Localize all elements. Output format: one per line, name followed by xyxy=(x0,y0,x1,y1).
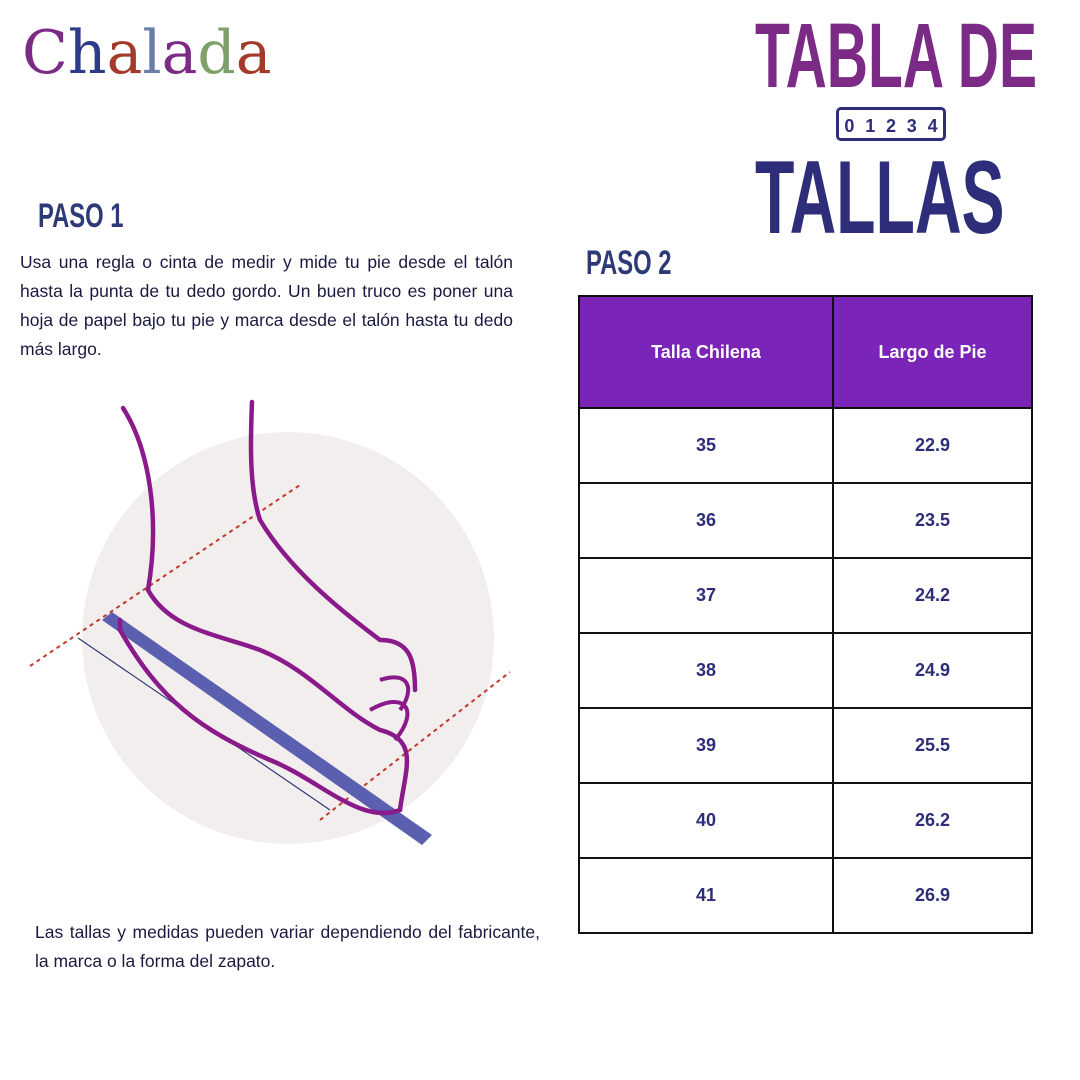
ruler-digit: 4 xyxy=(927,116,938,136)
logo-letter: d xyxy=(197,18,236,88)
size-table: Talla Chilena Largo de Pie 35 22.9 36 23.5 3… xyxy=(578,295,1033,934)
step1-text: Usa una regla o cinta de medir y mide tu… xyxy=(20,252,513,359)
foot-length-cell: 25.5 xyxy=(832,707,1033,784)
foot-length-cell: 26.2 xyxy=(832,782,1033,859)
header-largo: Largo de Pie xyxy=(832,295,1033,409)
measuring-ruler-icon xyxy=(102,612,432,845)
table-row: 41 26.9 xyxy=(578,857,1033,934)
size-cell: 38 xyxy=(578,632,834,709)
title-line-2: TALLAS xyxy=(755,140,1005,256)
logo-letter: h xyxy=(67,18,107,88)
size-cell: 36 xyxy=(578,482,834,559)
page-title: TABLA DE TALLAS xyxy=(755,10,1037,250)
table-row: 37 24.2 xyxy=(578,557,1033,634)
ruler-digit: 1 xyxy=(865,116,876,136)
foot-outline xyxy=(117,399,418,816)
foot-length-cell: 26.9 xyxy=(832,857,1033,934)
logo-letter: C xyxy=(22,18,68,88)
toes xyxy=(369,675,411,742)
table-row: 39 25.5 xyxy=(578,707,1033,784)
ruler-digit: 0 xyxy=(844,116,855,136)
table-row: 35 22.9 xyxy=(578,407,1033,484)
heel-dotted-line xyxy=(29,484,301,667)
size-cell: 39 xyxy=(578,707,834,784)
table-row: 36 23.5 xyxy=(578,482,1033,559)
foot-length-cell: 24.2 xyxy=(832,557,1033,634)
foot-length-cell: 22.9 xyxy=(832,407,1033,484)
table-row: 40 26.2 xyxy=(578,782,1033,859)
size-cell: 37 xyxy=(578,557,834,634)
title-line-1: TABLA DE xyxy=(755,5,1038,107)
disclaimer-note: Las tallas y medidas pueden variar depen… xyxy=(35,922,540,971)
size-cell: 41 xyxy=(578,857,834,934)
ruler-digit: 3 xyxy=(906,116,917,136)
background-circle xyxy=(82,432,494,844)
size-cell: 35 xyxy=(578,407,834,484)
size-cell: 40 xyxy=(578,782,834,859)
logo-letter: a xyxy=(106,18,143,88)
size-table-body: 35 22.9 36 23.5 37 24.2 38 24.9 39 25.5 40 26.2 41 26… xyxy=(578,407,1033,934)
logo-letter: a xyxy=(161,18,198,88)
foot-measure-illustration xyxy=(29,399,511,845)
table-header-row: Talla Chilena Largo de Pie xyxy=(578,295,1033,409)
logo-letter: l xyxy=(142,18,162,88)
foot-length-cell: 24.9 xyxy=(832,632,1033,709)
table-row: 38 24.9 xyxy=(578,632,1033,709)
header-talla: Talla Chilena xyxy=(578,295,834,409)
chalada-logo: Chalada xyxy=(22,18,272,88)
step2-heading: PASO 2 xyxy=(586,244,672,282)
ruler-digit: 2 xyxy=(885,116,896,136)
foot-length-cell: 23.5 xyxy=(832,482,1033,559)
logo-letter: a xyxy=(235,18,272,88)
step1-heading: PASO 1 xyxy=(38,197,124,235)
